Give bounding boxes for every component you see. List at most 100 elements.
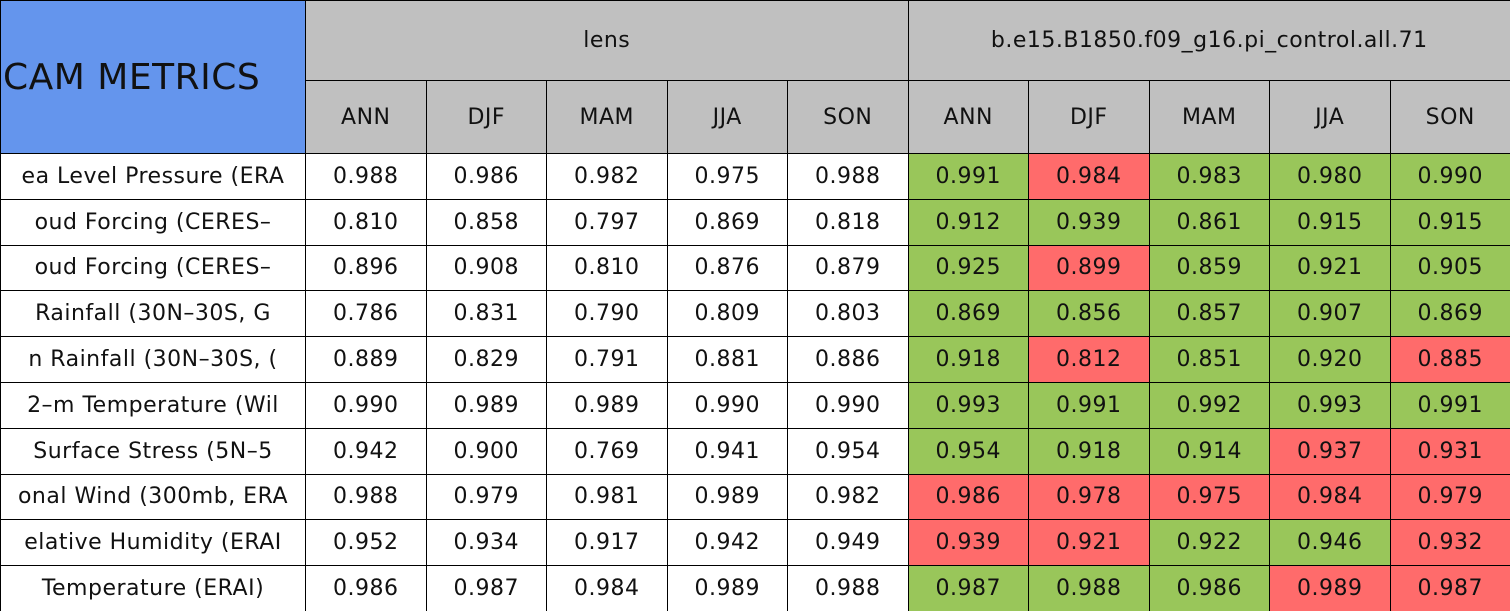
value-cell: 0.907 <box>1269 290 1391 338</box>
value-cell: 0.790 <box>546 290 668 338</box>
value-cell: 0.920 <box>1269 336 1391 383</box>
value-cell: 0.915 <box>1269 198 1391 246</box>
value-cell: 0.861 <box>1148 198 1270 246</box>
value-cell: 0.831 <box>425 290 547 338</box>
row-label: 2–m Temperature (Wil <box>0 382 306 429</box>
season-header: ANN <box>907 80 1029 154</box>
value-cell: 0.797 <box>546 198 668 246</box>
value-cell: 0.858 <box>425 198 547 246</box>
value-cell: 0.990 <box>305 382 427 429</box>
value-cell: 0.983 <box>1148 153 1270 200</box>
value-cell: 0.905 <box>1389 244 1510 292</box>
value-cell: 0.987 <box>907 565 1029 611</box>
value-cell: 0.876 <box>666 244 788 292</box>
value-cell: 0.990 <box>666 382 788 429</box>
value-cell: 0.988 <box>1028 565 1150 611</box>
value-cell: 0.918 <box>907 336 1029 383</box>
value-cell: 0.949 <box>787 519 909 567</box>
value-cell: 0.879 <box>787 244 909 292</box>
row-label: oud Forcing (CERES– <box>0 244 306 292</box>
season-header: ANN <box>305 80 427 154</box>
value-cell: 0.946 <box>1269 519 1391 567</box>
value-cell: 0.941 <box>666 427 788 475</box>
value-cell: 0.978 <box>1028 473 1150 521</box>
value-cell: 0.869 <box>907 290 1029 338</box>
value-cell: 0.979 <box>425 473 547 521</box>
value-cell: 0.791 <box>546 336 668 383</box>
value-cell: 0.908 <box>425 244 547 292</box>
value-cell: 0.984 <box>1269 473 1391 521</box>
season-header: MAM <box>1148 80 1270 154</box>
value-cell: 0.986 <box>1148 565 1270 611</box>
value-cell: 0.975 <box>1148 473 1270 521</box>
value-cell: 0.942 <box>666 519 788 567</box>
value-cell: 0.809 <box>666 290 788 338</box>
value-cell: 0.942 <box>305 427 427 475</box>
value-cell: 0.885 <box>1389 336 1510 383</box>
value-cell: 0.900 <box>425 427 547 475</box>
value-cell: 0.984 <box>1028 153 1150 200</box>
value-cell: 0.915 <box>1389 198 1510 246</box>
row-label: n Rainfall (30N–30S, ( <box>0 336 306 383</box>
value-cell: 0.986 <box>907 473 1029 521</box>
value-cell: 0.812 <box>1028 336 1150 383</box>
title-cell: CAM METRICS <box>0 0 306 154</box>
value-cell: 0.939 <box>907 519 1029 567</box>
value-cell: 0.914 <box>1148 427 1270 475</box>
value-cell: 0.984 <box>546 565 668 611</box>
value-cell: 0.818 <box>787 198 909 246</box>
value-cell: 0.987 <box>1389 565 1510 611</box>
group-header: b.e15.B1850.f09_g16.pi_control.all.71 <box>907 0 1510 81</box>
value-cell: 0.786 <box>305 290 427 338</box>
value-cell: 0.851 <box>1148 336 1270 383</box>
value-cell: 0.982 <box>787 473 909 521</box>
value-cell: 0.952 <box>305 519 427 567</box>
value-cell: 0.810 <box>546 244 668 292</box>
value-cell: 0.990 <box>1389 153 1510 200</box>
value-cell: 0.896 <box>305 244 427 292</box>
value-cell: 0.912 <box>907 198 1029 246</box>
value-cell: 0.981 <box>546 473 668 521</box>
value-cell: 0.899 <box>1028 244 1150 292</box>
row-label: onal Wind (300mb, ERA <box>0 473 306 521</box>
value-cell: 0.986 <box>425 153 547 200</box>
value-cell: 0.922 <box>1148 519 1270 567</box>
group-header: lens <box>305 0 909 81</box>
value-cell: 0.931 <box>1389 427 1510 475</box>
value-cell: 0.989 <box>666 473 788 521</box>
value-cell: 0.869 <box>666 198 788 246</box>
value-cell: 0.987 <box>425 565 547 611</box>
value-cell: 0.918 <box>1028 427 1150 475</box>
value-cell: 0.917 <box>546 519 668 567</box>
row-label: oud Forcing (CERES– <box>0 198 306 246</box>
row-label: Temperature (ERAI) <box>0 565 306 611</box>
value-cell: 0.939 <box>1028 198 1150 246</box>
value-cell: 0.937 <box>1269 427 1391 475</box>
value-cell: 0.988 <box>787 153 909 200</box>
value-cell: 0.988 <box>305 473 427 521</box>
value-cell: 0.980 <box>1269 153 1391 200</box>
value-cell: 0.934 <box>425 519 547 567</box>
value-cell: 0.810 <box>305 198 427 246</box>
row-label: elative Humidity (ERAI <box>0 519 306 567</box>
value-cell: 0.856 <box>1028 290 1150 338</box>
value-cell: 0.991 <box>1389 382 1510 429</box>
season-header: SON <box>1389 80 1510 154</box>
value-cell: 0.989 <box>546 382 668 429</box>
season-header: JJA <box>666 80 788 154</box>
value-cell: 0.989 <box>666 565 788 611</box>
value-cell: 0.921 <box>1028 519 1150 567</box>
value-cell: 0.992 <box>1148 382 1270 429</box>
row-label: ea Level Pressure (ERA <box>0 153 306 200</box>
value-cell: 0.982 <box>546 153 668 200</box>
season-header: JJA <box>1269 80 1391 154</box>
value-cell: 0.993 <box>1269 382 1391 429</box>
row-label: Surface Stress (5N–5 <box>0 427 306 475</box>
value-cell: 0.989 <box>425 382 547 429</box>
value-cell: 0.889 <box>305 336 427 383</box>
season-header: SON <box>787 80 909 154</box>
value-cell: 0.859 <box>1148 244 1270 292</box>
value-cell: 0.993 <box>907 382 1029 429</box>
value-cell: 0.975 <box>666 153 788 200</box>
